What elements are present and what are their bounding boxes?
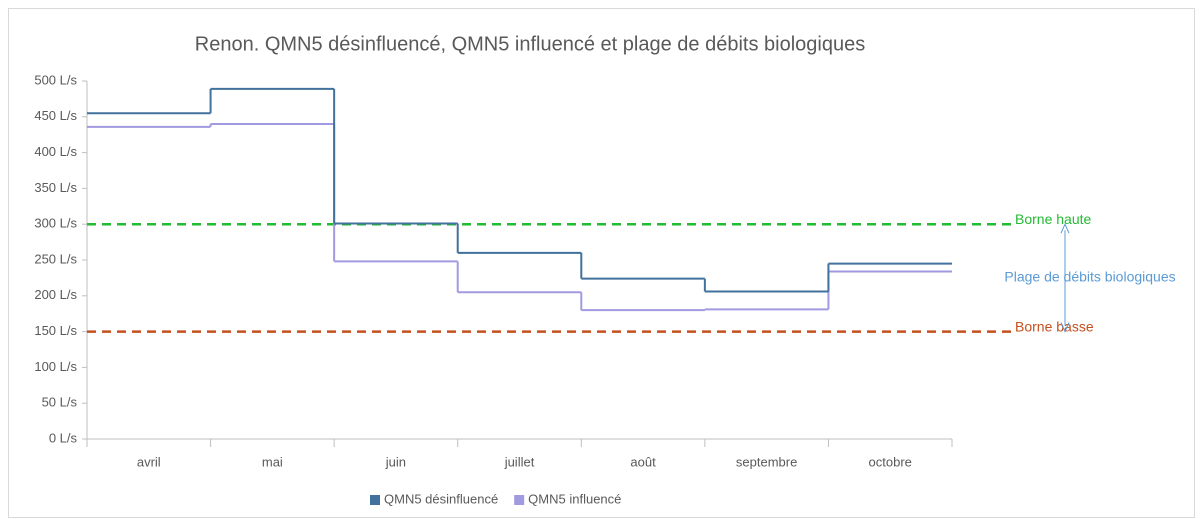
y-tick-label: 500 L/s — [34, 72, 77, 87]
legend-label: QMN5 désinfluencé — [384, 491, 498, 506]
y-tick-label: 100 L/s — [34, 359, 77, 374]
chart-title: Renon. QMN5 désinfluencé, QMN5 influencé… — [195, 33, 865, 55]
y-tick-label: 250 L/s — [34, 251, 77, 266]
x-tick-label: avril — [137, 454, 161, 469]
x-tick-label: juin — [385, 454, 406, 469]
arrow-head — [1060, 322, 1070, 333]
reference-label: Borne haute — [1015, 211, 1091, 227]
y-tick-label: 150 L/s — [34, 323, 77, 338]
chart-border — [8, 8, 1195, 518]
y-tick-label: 50 L/s — [42, 395, 78, 410]
legend-swatch — [514, 495, 525, 505]
x-tick-label: juillet — [504, 454, 535, 469]
y-tick-label: 300 L/s — [34, 216, 77, 231]
x-tick-label: octobre — [869, 454, 912, 469]
x-tick-label: mai — [262, 454, 283, 469]
x-tick-label: septembre — [736, 454, 797, 469]
arrow-head — [1060, 222, 1070, 234]
range-annotation: Plage de débits biologiques — [1004, 269, 1175, 285]
y-tick-label: 0 L/s — [49, 430, 78, 445]
y-tick-label: 200 L/s — [34, 287, 77, 302]
x-tick-label: août — [630, 454, 656, 469]
y-tick-label: 350 L/s — [34, 180, 77, 195]
y-tick-label: 400 L/s — [34, 144, 77, 159]
y-tick-label: 450 L/s — [34, 108, 77, 123]
reference-label: Borne basse — [1015, 318, 1094, 334]
legend-label: QMN5 influencé — [528, 491, 621, 506]
legend-swatch — [370, 495, 380, 505]
